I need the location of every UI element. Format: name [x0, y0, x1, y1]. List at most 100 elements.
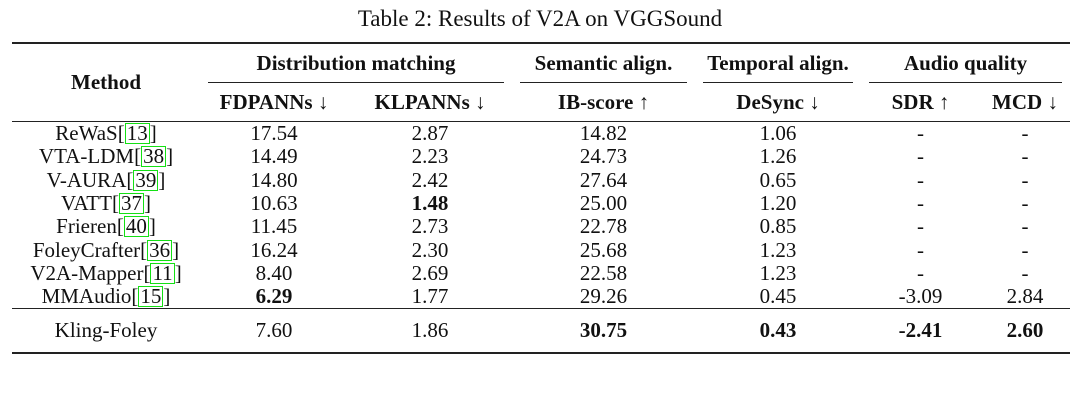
cell-ib: 22.78 [579, 214, 628, 239]
cell-ib: 22.58 [579, 260, 628, 285]
cell-fd: 14.80 [250, 167, 298, 192]
method-label: V-AURA [46, 167, 127, 192]
cell-kl: 1.86 [411, 318, 449, 343]
cell-sdr: - [917, 237, 924, 262]
cell-kl: 1.77 [411, 284, 449, 309]
table-row: Frieren[40] 11.45 2.73 22.78 0.85 - - [12, 215, 1070, 238]
cell-sdr: -3.09 [898, 284, 943, 309]
cell-sdr: - [917, 214, 924, 239]
citation-link[interactable]: 37 [118, 191, 144, 216]
citation-link[interactable]: 38 [141, 144, 167, 169]
cell-mcd: 2.84 [1006, 284, 1044, 309]
header-mcd: MCD ↓ [992, 90, 1058, 114]
cell-desync: 0.85 [759, 214, 797, 239]
citation-link[interactable]: 36 [147, 237, 173, 262]
citation-link[interactable]: 11 [150, 260, 175, 285]
citation-link[interactable]: 15 [138, 284, 164, 309]
cell-mcd: - [1021, 237, 1029, 262]
results-table: Method Distribution matching Semantic al… [12, 42, 1071, 354]
cell-sdr: -2.41 [898, 318, 943, 343]
group-distribution: Distribution matching [208, 45, 504, 83]
method-label: ReWaS [55, 121, 118, 146]
cell-kl: 2.30 [411, 237, 449, 262]
method-name: V2A-Mapper[11] [30, 260, 182, 285]
header-ib: IB-score ↑ [557, 90, 650, 114]
cell-sdr: - [917, 144, 924, 169]
cell-fd: 17.54 [250, 121, 298, 146]
cell-ib: 14.82 [579, 121, 628, 146]
group-semantic: Semantic align. [520, 45, 687, 83]
cell-mcd: - [1021, 167, 1029, 192]
cell-desync: 1.20 [759, 191, 797, 216]
cell-mcd: - [1021, 260, 1029, 285]
cell-mcd: - [1021, 144, 1029, 169]
method-name: V-AURA[39] [46, 167, 166, 192]
method-name: ReWaS[13] [55, 121, 157, 146]
cell-desync: 1.23 [759, 260, 797, 285]
table-row: FoleyCrafter[36] 16.24 2.30 25.68 1.23 - - [12, 238, 1070, 261]
cell-desync: 1.06 [759, 121, 797, 146]
cell-mcd: - [1021, 214, 1029, 239]
table-row: VATT[37] 10.63 1.48 25.00 1.20 - - [12, 191, 1070, 216]
method-label: MMAudio [41, 284, 132, 309]
cell-fd: 14.49 [250, 144, 298, 169]
table-caption: Table 2: Results of V2A on VGGSound [357, 6, 723, 31]
citation-link[interactable]: 39 [133, 167, 159, 192]
cell-ib: 27.64 [579, 167, 628, 192]
cell-ib: 25.00 [579, 191, 628, 216]
header-sdr: SDR ↑ [891, 90, 950, 114]
table-row: V-AURA[39] 14.80 2.42 27.64 0.65 - - [12, 167, 1070, 192]
cell-sdr: - [917, 167, 924, 192]
cell-fd: 10.63 [250, 191, 298, 216]
cell-desync: 0.43 [759, 318, 797, 343]
method-name: VATT[37] [61, 191, 151, 216]
method-name: Kling-Foley [54, 318, 158, 343]
cell-sdr: - [917, 121, 924, 146]
table-row: VTA-LDM[38] 14.49 2.23 24.73 1.26 - - [12, 145, 1070, 168]
cell-sdr: - [917, 260, 924, 285]
table-row-ours: Kling-Foley 7.60 1.86 30.75 0.43 -2.41 2… [12, 309, 1070, 354]
cell-desync: 0.45 [759, 284, 797, 309]
header-fd: FDPANNs ↓ [219, 90, 329, 114]
cell-kl: 2.42 [411, 167, 449, 192]
method-label: VTA-LDM [38, 144, 135, 169]
cell-kl: 2.87 [411, 121, 449, 146]
cell-fd: 6.29 [255, 284, 293, 309]
cell-mcd: 2.60 [1006, 318, 1044, 343]
cell-fd: 16.24 [250, 237, 298, 262]
cell-desync: 1.23 [759, 237, 797, 262]
cell-mcd: - [1021, 121, 1029, 146]
cell-kl: 2.69 [411, 260, 449, 285]
method-name: VTA-LDM[38] [38, 144, 174, 169]
cell-ib: 29.26 [579, 284, 628, 309]
cell-kl: 2.73 [411, 214, 449, 239]
group-temporal: Temporal align. [703, 45, 853, 83]
cell-fd: 11.45 [250, 214, 298, 239]
cell-sdr: - [917, 191, 924, 216]
group-audio: Audio quality [869, 45, 1063, 83]
cell-desync: 1.26 [759, 144, 797, 169]
cell-ib: 30.75 [579, 318, 628, 343]
method-label: V2A-Mapper [30, 260, 144, 285]
cell-kl: 1.48 [411, 191, 449, 216]
header-method: Method [71, 70, 141, 94]
method-name: MMAudio[15] [41, 284, 171, 309]
cell-ib: 25.68 [579, 237, 628, 262]
table-row: V2A-Mapper[11] 8.40 2.69 22.58 1.23 - - [12, 260, 1070, 285]
cell-desync: 0.65 [759, 167, 797, 192]
cell-fd: 8.40 [255, 260, 293, 285]
method-label: VATT [61, 191, 112, 216]
method-label: Frieren [56, 214, 117, 239]
cell-fd: 7.60 [255, 318, 293, 343]
table-row: MMAudio[15] 6.29 1.77 29.26 0.45 -3.09 2.84 [12, 285, 1070, 309]
method-label: FoleyCrafter [32, 237, 141, 262]
header-kl: KLPANNs ↓ [374, 90, 486, 114]
method-name: Frieren[40] [56, 214, 156, 239]
table-row: ReWaS[13] 17.54 2.87 14.82 1.06 - - [12, 122, 1070, 146]
citation-link[interactable]: 13 [124, 121, 150, 146]
cell-kl: 2.23 [411, 144, 449, 169]
cell-ib: 24.73 [579, 144, 628, 169]
cell-mcd: - [1021, 191, 1029, 216]
citation-link[interactable]: 40 [123, 214, 149, 239]
header-desync: DeSync ↓ [736, 90, 820, 114]
